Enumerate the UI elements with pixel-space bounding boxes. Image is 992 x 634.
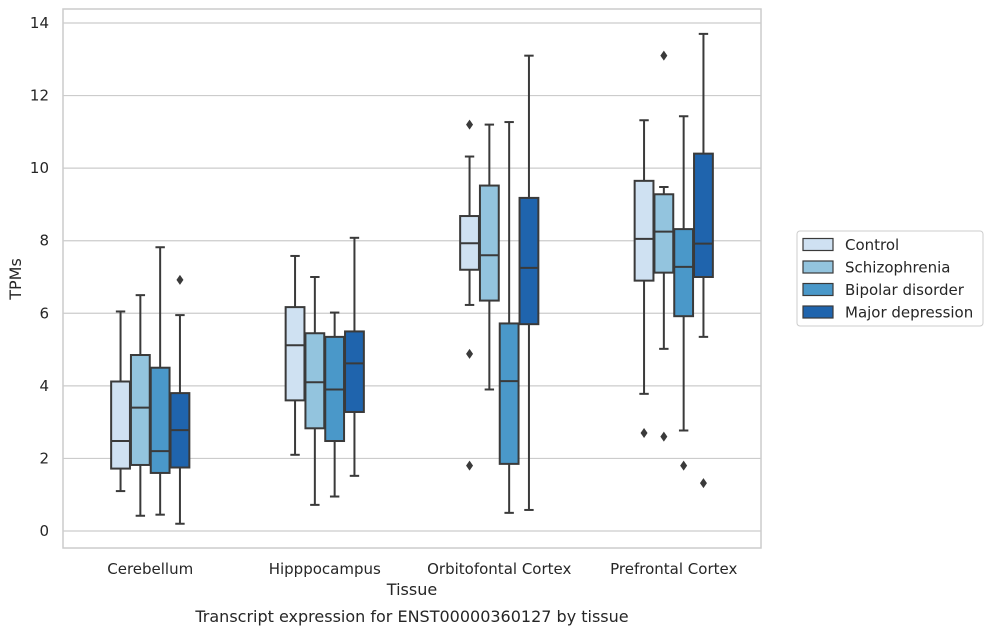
y-tick-label: 10	[30, 159, 49, 177]
outlier-point	[660, 431, 668, 442]
y-tick-label: 14	[30, 14, 49, 32]
legend-label: Control	[845, 236, 899, 254]
box	[653, 193, 675, 274]
legend-label: Schizophrenia	[845, 259, 950, 277]
box	[633, 179, 655, 282]
box	[344, 330, 365, 413]
legend-items: Control Schizophrenia Bipolar disorder Majo…	[802, 236, 973, 322]
outlier-point	[680, 460, 688, 471]
box	[110, 380, 131, 470]
y-tick-label: 2	[39, 449, 49, 467]
box-group	[129, 294, 151, 517]
box	[129, 354, 151, 466]
box-group	[344, 236, 365, 477]
legend: Control Schizophrenia Bipolar disorder Majo…	[796, 230, 984, 327]
box-group	[633, 119, 655, 439]
box-group	[693, 32, 714, 489]
box-group	[324, 311, 346, 498]
box	[673, 228, 695, 318]
box	[478, 184, 500, 302]
outlier-point	[466, 460, 474, 471]
chart-caption: Transcript expression for ENST0000036012…	[194, 607, 628, 626]
box-group	[459, 119, 480, 471]
box-group	[498, 121, 520, 514]
box-groups	[110, 32, 714, 525]
legend-frame	[796, 230, 984, 327]
outlier-point	[466, 119, 474, 130]
y-tick-label: 12	[30, 87, 49, 105]
y-tick-label: 4	[39, 377, 49, 395]
outlier-point	[466, 348, 474, 359]
y-axis-ticks: 0 2 4 6 8 10 12 14	[30, 14, 49, 540]
x-tick-label: Hipppocampus	[269, 560, 381, 578]
x-axis-label: Tissue	[386, 580, 437, 599]
box	[518, 196, 540, 326]
legend-swatch	[802, 260, 834, 274]
x-tick-label: Cerebellum	[107, 560, 193, 578]
y-tick-label: 8	[39, 232, 49, 250]
outlier-point	[660, 50, 668, 61]
box	[149, 366, 171, 474]
y-tick-label: 0	[39, 522, 49, 540]
outlier-point	[699, 478, 707, 489]
box-group	[478, 123, 500, 391]
box	[693, 152, 714, 278]
box-group	[518, 54, 540, 511]
box	[304, 332, 326, 430]
y-tick-label: 6	[39, 304, 49, 322]
x-tick-label: Prefrontal Cortex	[610, 560, 737, 578]
outlier-point	[640, 428, 648, 439]
legend-label: Bipolar disorder	[845, 281, 965, 299]
legend-swatch	[802, 305, 834, 319]
box-group	[169, 274, 191, 525]
box-group	[284, 254, 306, 456]
plot-frame	[62, 8, 762, 549]
box-group	[673, 115, 695, 471]
x-axis-ticks: Cerebellum Hipppocampus Orbitofontal Corte…	[107, 560, 737, 578]
legend-label: Major depression	[845, 304, 973, 322]
x-tick-label: Orbitofontal Cortex	[427, 560, 571, 578]
box	[284, 306, 306, 402]
box	[498, 322, 520, 465]
outlier-point	[176, 274, 184, 285]
legend-swatch	[802, 237, 834, 252]
legend-swatch	[802, 282, 834, 297]
box-group	[110, 310, 131, 493]
y-axis-label: TPMs	[6, 258, 25, 301]
